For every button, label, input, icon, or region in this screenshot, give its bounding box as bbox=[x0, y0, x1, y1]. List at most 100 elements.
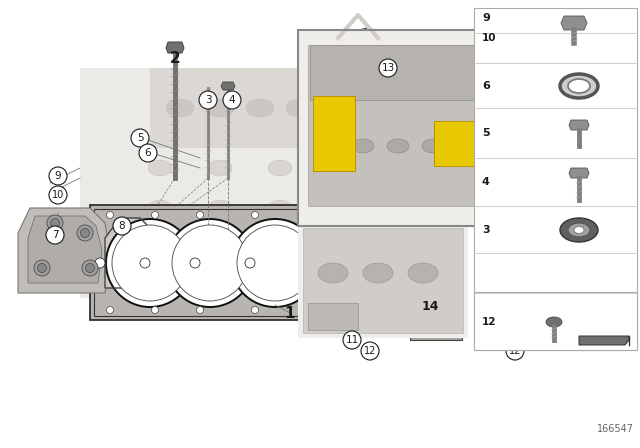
Ellipse shape bbox=[366, 99, 394, 117]
Polygon shape bbox=[221, 82, 235, 90]
Text: 9: 9 bbox=[54, 171, 61, 181]
Ellipse shape bbox=[148, 160, 172, 176]
Circle shape bbox=[376, 211, 383, 219]
Ellipse shape bbox=[326, 99, 354, 117]
Circle shape bbox=[196, 306, 204, 314]
Bar bbox=[434, 121, 476, 166]
Polygon shape bbox=[569, 120, 589, 130]
Text: 6: 6 bbox=[482, 81, 490, 91]
Ellipse shape bbox=[574, 227, 584, 233]
Text: 2: 2 bbox=[170, 51, 180, 65]
Bar bbox=[310, 228, 355, 283]
Circle shape bbox=[312, 211, 319, 219]
Circle shape bbox=[34, 260, 50, 276]
Ellipse shape bbox=[208, 200, 232, 216]
Ellipse shape bbox=[148, 200, 172, 216]
Circle shape bbox=[506, 342, 524, 360]
Text: 5: 5 bbox=[137, 133, 143, 143]
Circle shape bbox=[312, 306, 319, 314]
Ellipse shape bbox=[560, 74, 598, 98]
Circle shape bbox=[152, 211, 159, 219]
Circle shape bbox=[390, 258, 400, 268]
Ellipse shape bbox=[546, 317, 562, 327]
Polygon shape bbox=[28, 216, 102, 283]
Polygon shape bbox=[308, 45, 484, 206]
Ellipse shape bbox=[422, 139, 444, 153]
Ellipse shape bbox=[317, 139, 339, 153]
Text: 4: 4 bbox=[482, 177, 490, 187]
Circle shape bbox=[95, 258, 105, 268]
Circle shape bbox=[223, 91, 241, 109]
Text: 9: 9 bbox=[482, 13, 490, 23]
Circle shape bbox=[379, 59, 397, 77]
Circle shape bbox=[370, 258, 380, 268]
Circle shape bbox=[166, 219, 254, 307]
Bar bbox=[410, 308, 462, 340]
Polygon shape bbox=[338, 306, 364, 333]
Circle shape bbox=[199, 91, 217, 109]
Ellipse shape bbox=[387, 139, 409, 153]
Text: 3: 3 bbox=[482, 225, 490, 235]
Ellipse shape bbox=[268, 200, 292, 216]
Ellipse shape bbox=[148, 240, 172, 256]
Circle shape bbox=[49, 186, 67, 204]
Circle shape bbox=[252, 211, 259, 219]
Polygon shape bbox=[410, 300, 468, 308]
Bar bbox=[298, 223, 468, 338]
Text: 11: 11 bbox=[346, 335, 358, 345]
Text: 166547: 166547 bbox=[597, 424, 634, 434]
Circle shape bbox=[305, 258, 315, 268]
Polygon shape bbox=[561, 16, 587, 30]
Polygon shape bbox=[569, 168, 589, 178]
Circle shape bbox=[106, 219, 194, 307]
Ellipse shape bbox=[286, 99, 314, 117]
Polygon shape bbox=[308, 303, 358, 330]
Circle shape bbox=[112, 225, 188, 301]
Ellipse shape bbox=[246, 99, 274, 117]
Circle shape bbox=[190, 258, 200, 268]
Ellipse shape bbox=[166, 99, 194, 117]
Polygon shape bbox=[80, 68, 420, 298]
Circle shape bbox=[237, 225, 313, 301]
Polygon shape bbox=[579, 336, 629, 345]
Polygon shape bbox=[303, 228, 463, 333]
Bar bbox=[298, 30, 494, 226]
Circle shape bbox=[361, 342, 379, 360]
Circle shape bbox=[131, 129, 149, 147]
Bar bbox=[94, 209, 396, 316]
Circle shape bbox=[38, 263, 47, 272]
Bar bbox=[90, 205, 400, 320]
Ellipse shape bbox=[328, 240, 352, 256]
Circle shape bbox=[47, 215, 63, 231]
Circle shape bbox=[365, 31, 371, 39]
Polygon shape bbox=[150, 68, 420, 148]
Ellipse shape bbox=[328, 160, 352, 176]
Text: 8: 8 bbox=[118, 221, 125, 231]
Circle shape bbox=[196, 211, 204, 219]
Bar bbox=[313, 96, 355, 171]
Bar bbox=[145, 228, 190, 283]
Circle shape bbox=[376, 306, 383, 314]
Ellipse shape bbox=[568, 79, 590, 93]
Circle shape bbox=[231, 219, 319, 307]
Ellipse shape bbox=[352, 139, 374, 153]
Ellipse shape bbox=[560, 218, 598, 242]
Circle shape bbox=[140, 258, 150, 268]
Ellipse shape bbox=[208, 240, 232, 256]
Ellipse shape bbox=[208, 160, 232, 176]
Ellipse shape bbox=[408, 263, 438, 283]
Circle shape bbox=[172, 225, 248, 301]
Bar bbox=[255, 228, 300, 283]
Text: 6: 6 bbox=[145, 148, 151, 158]
Circle shape bbox=[77, 225, 93, 241]
Circle shape bbox=[252, 306, 259, 314]
Circle shape bbox=[342, 310, 358, 326]
Ellipse shape bbox=[318, 263, 348, 283]
Bar bbox=[474, 8, 637, 350]
Text: 13: 13 bbox=[381, 63, 395, 73]
Circle shape bbox=[245, 258, 255, 268]
Ellipse shape bbox=[568, 223, 590, 237]
Ellipse shape bbox=[268, 160, 292, 176]
Circle shape bbox=[106, 306, 113, 314]
Text: 12: 12 bbox=[364, 346, 376, 356]
